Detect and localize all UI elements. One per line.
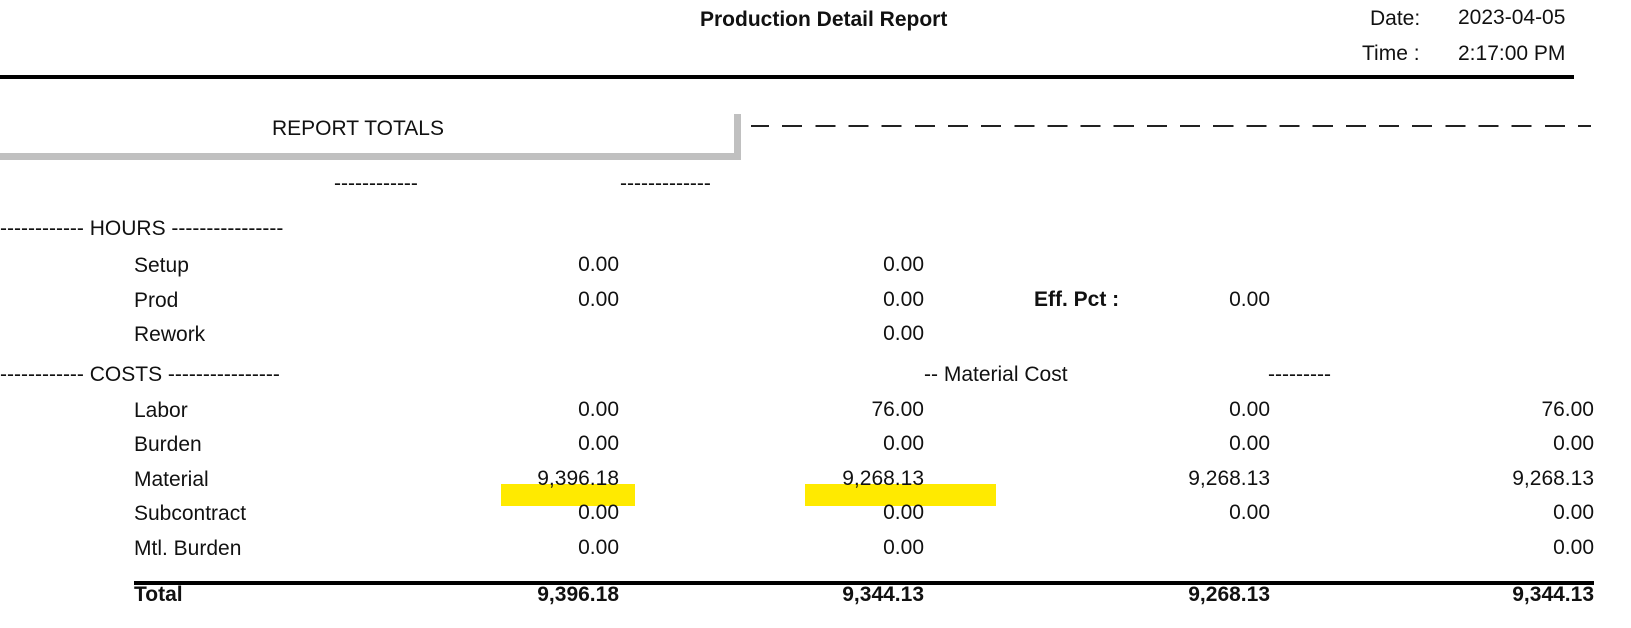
costs-row-material-label: Material: [134, 468, 209, 491]
costs-row-subcontract-c2: 0.00: [883, 501, 924, 524]
hours-row-setup-c1: 0.00: [578, 253, 619, 276]
dashed-divider: [751, 125, 1591, 127]
costs-row-subcontract-c3: 0.00: [1229, 501, 1270, 524]
highlight-material-c2: [805, 484, 996, 506]
costs-row-burden-c4: 0.00: [1553, 432, 1594, 455]
hours-row-setup-c2: 0.00: [883, 253, 924, 276]
costs-row-burden-c1: 0.00: [578, 432, 619, 455]
costs-row-mtl-burden-label: Mtl. Burden: [134, 537, 242, 560]
date-label: Date:: [1370, 7, 1421, 30]
hours-heading: ------------ HOURS ----------------: [0, 217, 284, 240]
total-c2: 9,344.13: [842, 583, 924, 606]
hours-row-prod-label: Prod: [134, 289, 179, 312]
costs-row-mtl-burden-c1: 0.00: [578, 536, 619, 559]
column-dash-1: ------------: [334, 172, 418, 195]
time-label: Time :: [1362, 42, 1420, 65]
date-value: 2023-04-05: [1458, 6, 1566, 29]
hours-row-prod-c2: 0.00: [883, 288, 924, 311]
costs-row-labor-label: Labor: [134, 399, 188, 422]
costs-row-labor-c3: 0.00: [1229, 398, 1270, 421]
material-cost-label: -- Material Cost: [924, 363, 1068, 386]
costs-row-burden-label: Burden: [134, 433, 202, 456]
costs-row-subcontract-label: Subcontract: [134, 502, 247, 525]
report-totals-title: REPORT TOTALS: [272, 117, 444, 140]
column-dash-2: -------------: [620, 172, 711, 195]
costs-row-material-c3: 9,268.13: [1188, 467, 1270, 490]
costs-row-labor-c2: 76.00: [871, 398, 924, 421]
costs-row-subcontract-c1: 0.00: [578, 501, 619, 524]
hours-row-setup-label: Setup: [134, 254, 189, 277]
hours-row-rework-c2: 0.00: [883, 322, 924, 345]
costs-row-labor-c4: 76.00: [1541, 398, 1594, 421]
material-cost-dash: ---------: [1268, 363, 1331, 386]
costs-row-labor-c1: 0.00: [578, 398, 619, 421]
costs-row-material-c2: 9,268.13: [842, 467, 924, 490]
total-c3: 9,268.13: [1188, 583, 1270, 606]
costs-row-mtl-burden-c4: 0.00: [1553, 536, 1594, 559]
total-c4: 9,344.13: [1512, 583, 1594, 606]
eff-pct-value: 0.00: [1229, 288, 1270, 311]
costs-heading: ------------ COSTS ----------------: [0, 363, 280, 386]
report-totals-box: [0, 114, 741, 160]
costs-row-subcontract-c4: 0.00: [1553, 501, 1594, 524]
costs-row-mtl-burden-c2: 0.00: [883, 536, 924, 559]
highlight-material-c1: [501, 484, 635, 506]
total-c1: 9,396.18: [537, 583, 619, 606]
total-rule: [134, 581, 1594, 585]
costs-row-material-c4: 9,268.13: [1512, 467, 1594, 490]
total-label: Total: [134, 583, 183, 606]
costs-row-material-c1: 9,396.18: [537, 467, 619, 490]
header-rule: [0, 75, 1574, 79]
time-value: 2:17:00 PM: [1458, 42, 1566, 65]
hours-row-prod-c1: 0.00: [578, 288, 619, 311]
costs-row-burden-c3: 0.00: [1229, 432, 1270, 455]
eff-pct-label: Eff. Pct :: [1034, 288, 1120, 311]
costs-row-burden-c2: 0.00: [883, 432, 924, 455]
hours-row-rework-label: Rework: [134, 323, 206, 346]
report-title: Production Detail Report: [700, 8, 948, 31]
